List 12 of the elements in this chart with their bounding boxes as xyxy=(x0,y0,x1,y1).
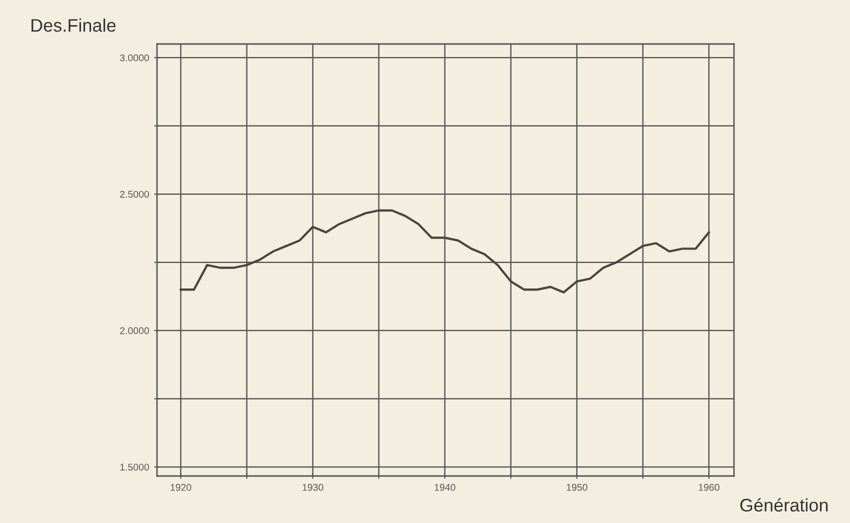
y-tick-label: 2.5000 xyxy=(120,190,149,198)
x-tick-label: 1940 xyxy=(434,484,456,491)
line-series xyxy=(180,209,710,294)
y-axis-title: Des.Finale xyxy=(32,18,116,32)
x-tick-label: 1960 xyxy=(698,484,720,491)
x-tick-label: 1950 xyxy=(566,484,588,491)
x-tick-label: 1930 xyxy=(302,484,324,491)
y-tick-label: 3.0000 xyxy=(120,54,149,62)
x-axis-title: Génération xyxy=(740,498,828,512)
x-tick-label: 1920 xyxy=(170,484,192,491)
y-tick-label: 2.0000 xyxy=(120,327,149,334)
y-tick-label: 1.5000 xyxy=(120,464,149,471)
